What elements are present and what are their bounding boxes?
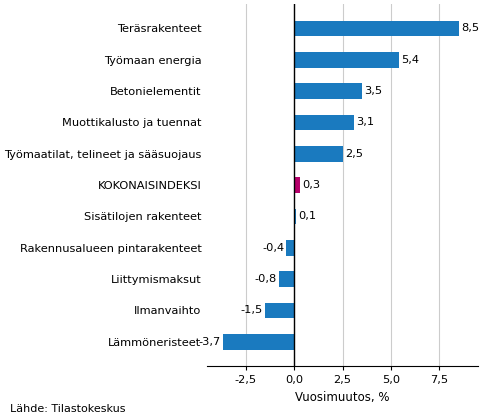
Text: -0,8: -0,8 — [254, 274, 277, 284]
X-axis label: Vuosimuutos, %: Vuosimuutos, % — [295, 391, 390, 404]
Bar — [294, 177, 300, 193]
Bar — [294, 21, 459, 36]
Text: 8,5: 8,5 — [461, 23, 479, 33]
Text: -0,4: -0,4 — [262, 243, 284, 253]
Bar — [279, 271, 294, 287]
Bar — [294, 208, 296, 224]
Bar — [294, 146, 343, 162]
Text: -1,5: -1,5 — [241, 305, 263, 315]
Text: 5,4: 5,4 — [401, 55, 419, 65]
Text: 2,5: 2,5 — [345, 149, 363, 159]
Bar — [294, 83, 362, 99]
Text: Lähde: Tilastokeskus: Lähde: Tilastokeskus — [10, 404, 125, 414]
Text: 3,5: 3,5 — [364, 86, 383, 96]
Bar — [294, 115, 354, 130]
Text: 3,1: 3,1 — [356, 117, 375, 127]
Text: -3,7: -3,7 — [198, 337, 220, 347]
Bar — [294, 52, 399, 68]
Text: 0,3: 0,3 — [302, 180, 320, 190]
Text: 0,1: 0,1 — [298, 211, 317, 221]
Bar — [265, 302, 294, 318]
Bar — [286, 240, 294, 255]
Bar — [222, 334, 294, 349]
